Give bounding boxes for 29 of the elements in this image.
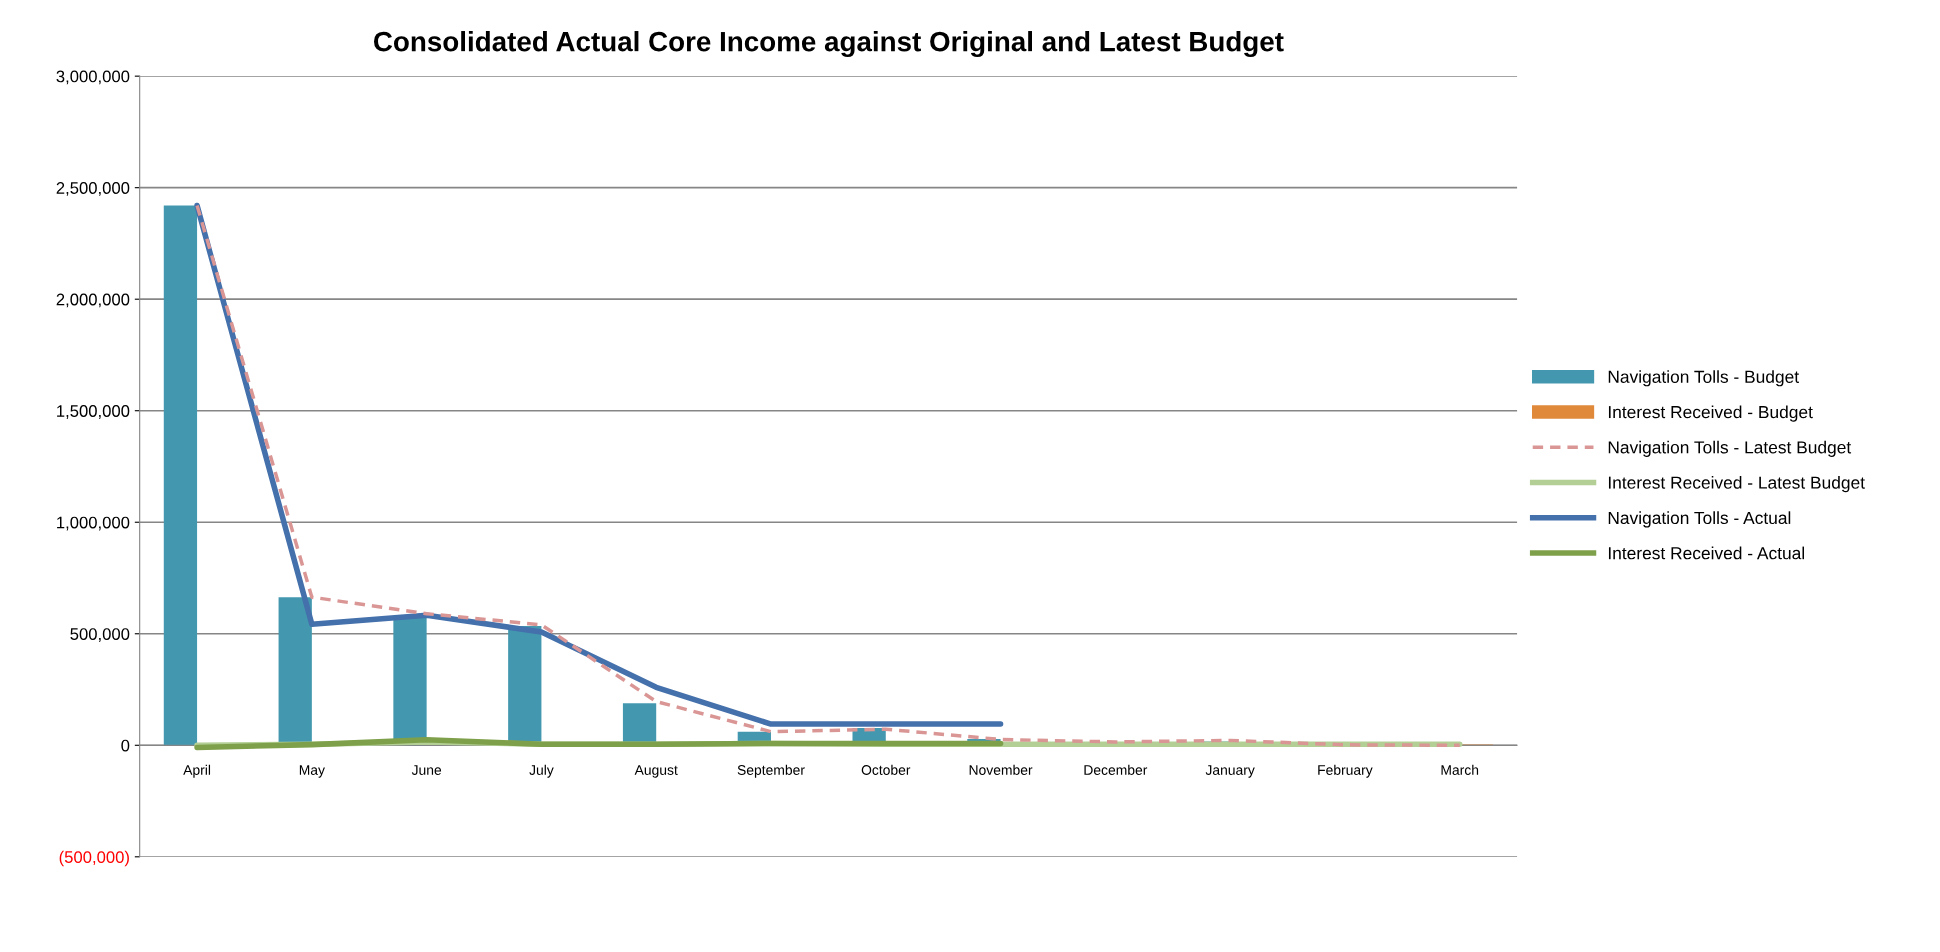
x-tick-label: September (737, 764, 805, 778)
x-tick-label: July (529, 764, 554, 778)
y-tick-label: 500,000 (70, 628, 130, 642)
x-tick-label: October (861, 764, 911, 775)
y-tick-label: (500,000) (59, 850, 129, 867)
chart-title: Consolidated Actual Core Income against Original and Latest Budget (373, 31, 1284, 58)
x-tick-label: November (969, 764, 1033, 775)
y-tick-label: 2,000,000 (56, 293, 130, 308)
legend-label: Navigation Tolls - Budget (1608, 370, 1799, 387)
x-tick-label: August (634, 765, 678, 778)
legend-label: Navigation Tolls - Actual (1608, 511, 1791, 528)
x-tick-label: June (411, 765, 442, 775)
x-tick-label: February (1318, 764, 1373, 778)
bar (163, 205, 198, 746)
legend-label: Interest Received - Actual (1608, 546, 1805, 560)
legend-label: Interest Received - Latest Budget (1608, 476, 1865, 493)
x-tick-label: April (183, 764, 211, 778)
legend-label: Interest Received - Budget (1608, 405, 1813, 422)
legend-label: Navigation Tolls - Latest Budget (1608, 440, 1852, 457)
y-tick-label: 3,000,000 (56, 70, 130, 85)
line-series (195, 203, 1462, 748)
y-tick-label: 1,500,000 (57, 405, 130, 419)
x-tick-label: March (1441, 764, 1479, 775)
y-tick-label: 0 (121, 739, 130, 752)
y-tick-label: 1,000,000 (57, 516, 130, 531)
x-tick-label: January (1205, 765, 1255, 778)
x-tick-label: December (1084, 764, 1148, 775)
y-tick-label: 2,500,000 (56, 182, 130, 196)
x-tick-label: May (299, 765, 325, 778)
